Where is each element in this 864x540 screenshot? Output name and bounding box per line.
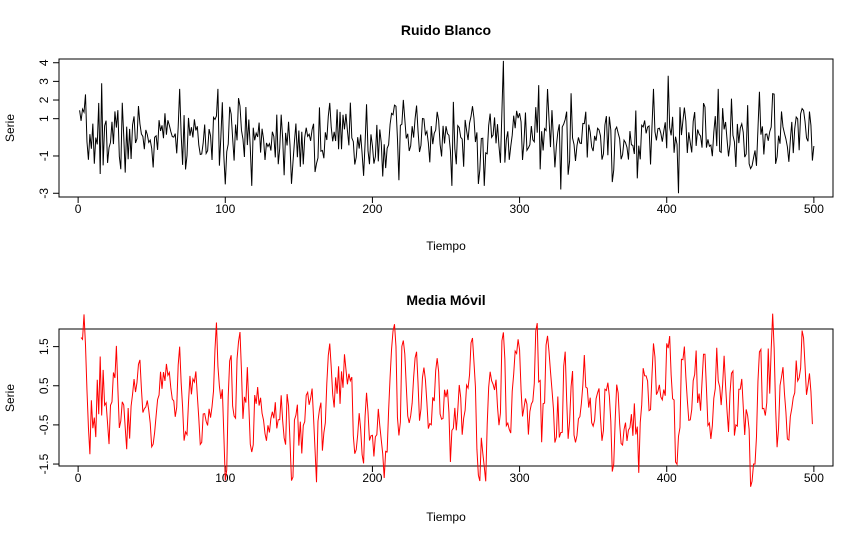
series-line [79,60,815,194]
x-tick-label: 0 [75,471,82,485]
y-axis: -3 -1 1 2 3 4 [37,59,60,199]
y-tick-label: -1 [37,150,51,161]
x-tick-label: 100 [215,202,235,216]
series-line [80,313,813,487]
x-axis-label: Tiempo [426,239,466,253]
x-tick-label: 400 [657,471,677,485]
x-axis: 0 100 200 300 400 500 [75,466,824,485]
y-tick-label: 1 [37,115,51,122]
y-axis-label: Serie [3,384,17,412]
chart-title: Media Móvil [406,292,485,308]
y-tick-label: 4 [37,59,51,66]
y-tick-label: 2 [37,96,51,103]
x-tick-label: 300 [510,202,530,216]
chart-title: Ruido Blanco [401,22,491,38]
y-tick-label: -0.5 [37,414,51,435]
panel-ruido-blanco: Ruido Blanco 0 100 200 300 400 500 -3 -1 1 2 3 4 T… [3,22,834,253]
y-tick-label: 3 [37,78,51,85]
panel-media-movil: Media Móvil 0 100 200 300 400 500 -1.5-0.50.5… [3,292,834,524]
y-tick-label: -1.5 [37,453,51,474]
y-tick-label: 0.5 [37,377,51,394]
y-tick-label: 1.5 [37,338,51,355]
y-axis-label: Serie [3,114,17,142]
x-tick-label: 500 [804,471,824,485]
x-tick-label: 500 [804,202,824,216]
x-tick-label: 0 [75,202,82,216]
x-tick-label: 200 [362,471,382,485]
y-axis: -1.5 -0.5 0.5 1.5 [37,338,60,474]
x-tick-label: 400 [657,202,677,216]
x-axis-label: Tiempo [426,510,466,524]
x-tick-label: 300 [510,471,530,485]
x-tick-label: 200 [362,202,382,216]
x-axis: 0 100 200 300 400 500 [75,197,824,216]
y-tick-label: -3 [37,188,51,199]
